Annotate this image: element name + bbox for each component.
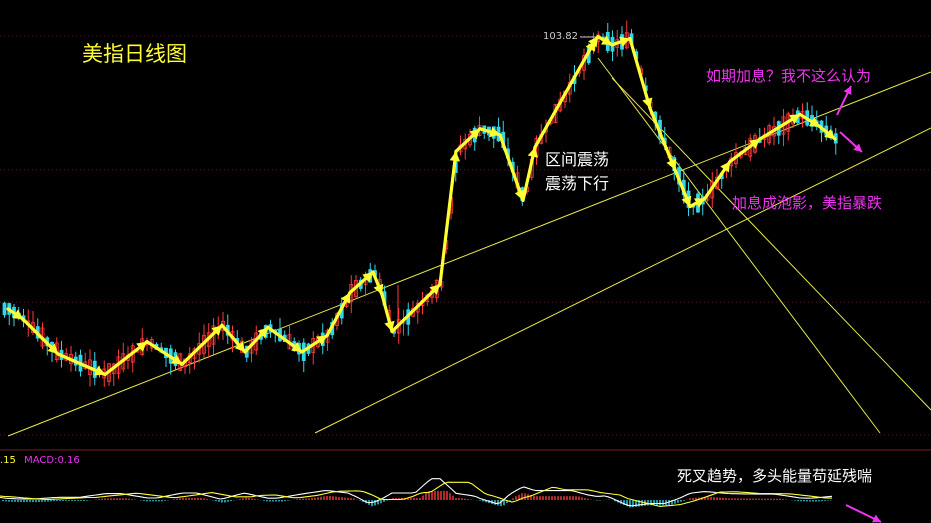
swing-arrowhead: [588, 36, 598, 48]
swing-arrowhead: [601, 35, 612, 45]
swing-arrowhead: [642, 97, 653, 109]
chart-title: 美指日线图: [82, 42, 187, 66]
peak-price-label: 103.82: [543, 31, 578, 42]
trend-line: [314, 127, 931, 434]
swing-arrowhead: [527, 147, 539, 158]
swing-arrowhead: [171, 354, 182, 365]
swing-arrowhead: [694, 198, 705, 208]
swing-arrowhead: [619, 36, 630, 47]
macd-value: .15: [0, 455, 16, 466]
annotation-arrowhead: [853, 143, 862, 152]
swing-arrowhead: [489, 127, 500, 138]
swing-arrowhead: [291, 342, 302, 352]
grid-lines: [0, 35, 931, 451]
annotation-arrowhead: [872, 514, 881, 523]
annotation-arrowhead: [843, 86, 852, 95]
swing-path: [6, 35, 837, 377]
swing-arrowhead: [681, 195, 692, 207]
macd-dea-line: [0, 481, 832, 507]
swing-arrowhead: [234, 341, 245, 352]
swing-arrowhead: [824, 128, 835, 139]
swing-arrowhead: [340, 292, 351, 304]
hike-question-annotation: 如期加息？我不这么认为: [706, 67, 872, 85]
swing-arrowhead: [789, 114, 800, 124]
macd-panel: [0, 478, 835, 508]
swing-arrowhead: [316, 335, 327, 346]
macd-header: .15 MACD:0.16: [0, 455, 80, 466]
macd-name: MACD:0.16: [24, 455, 80, 466]
bubble-crash-annotation: 加息成泡影，美指暴跌: [732, 194, 883, 212]
range-annotation-1: 区间震荡: [545, 150, 610, 169]
swing-arrowhead: [12, 309, 23, 320]
swing-arrowhead: [373, 283, 384, 295]
swing-arrowhead: [384, 320, 395, 332]
swing-arrowhead: [47, 343, 58, 354]
swing-arrowhead: [469, 128, 480, 140]
swing-segment: [498, 133, 525, 203]
swing-segment: [648, 106, 677, 172]
annotation-arrows: [836, 85, 882, 523]
swing-arrowhead: [429, 284, 440, 295]
trend-line: [597, 57, 881, 434]
swing-arrowhead: [94, 365, 105, 376]
swing-arrowhead: [362, 272, 373, 283]
swing-arrowhead: [449, 151, 461, 162]
death-cross-annotation: 死叉趋势，多头能量苟延残喘: [677, 467, 873, 485]
swing-segment: [438, 149, 458, 286]
swing-segment: [628, 37, 652, 110]
swing-arrowhead: [211, 325, 222, 336]
range-annotation-2: 震荡下行: [545, 174, 610, 193]
swing-arrowhead: [749, 139, 760, 150]
swing-segment: [390, 282, 442, 334]
swing-arrowhead: [136, 341, 147, 352]
candle-body: [2, 302, 7, 316]
macd-dif-line: [0, 478, 833, 507]
swing-arrowhead: [720, 161, 730, 173]
swing-segment: [533, 39, 597, 149]
swing-arrowhead: [809, 117, 820, 127]
swing-arrowhead: [666, 158, 677, 170]
swing-arrowhead: [257, 327, 268, 339]
